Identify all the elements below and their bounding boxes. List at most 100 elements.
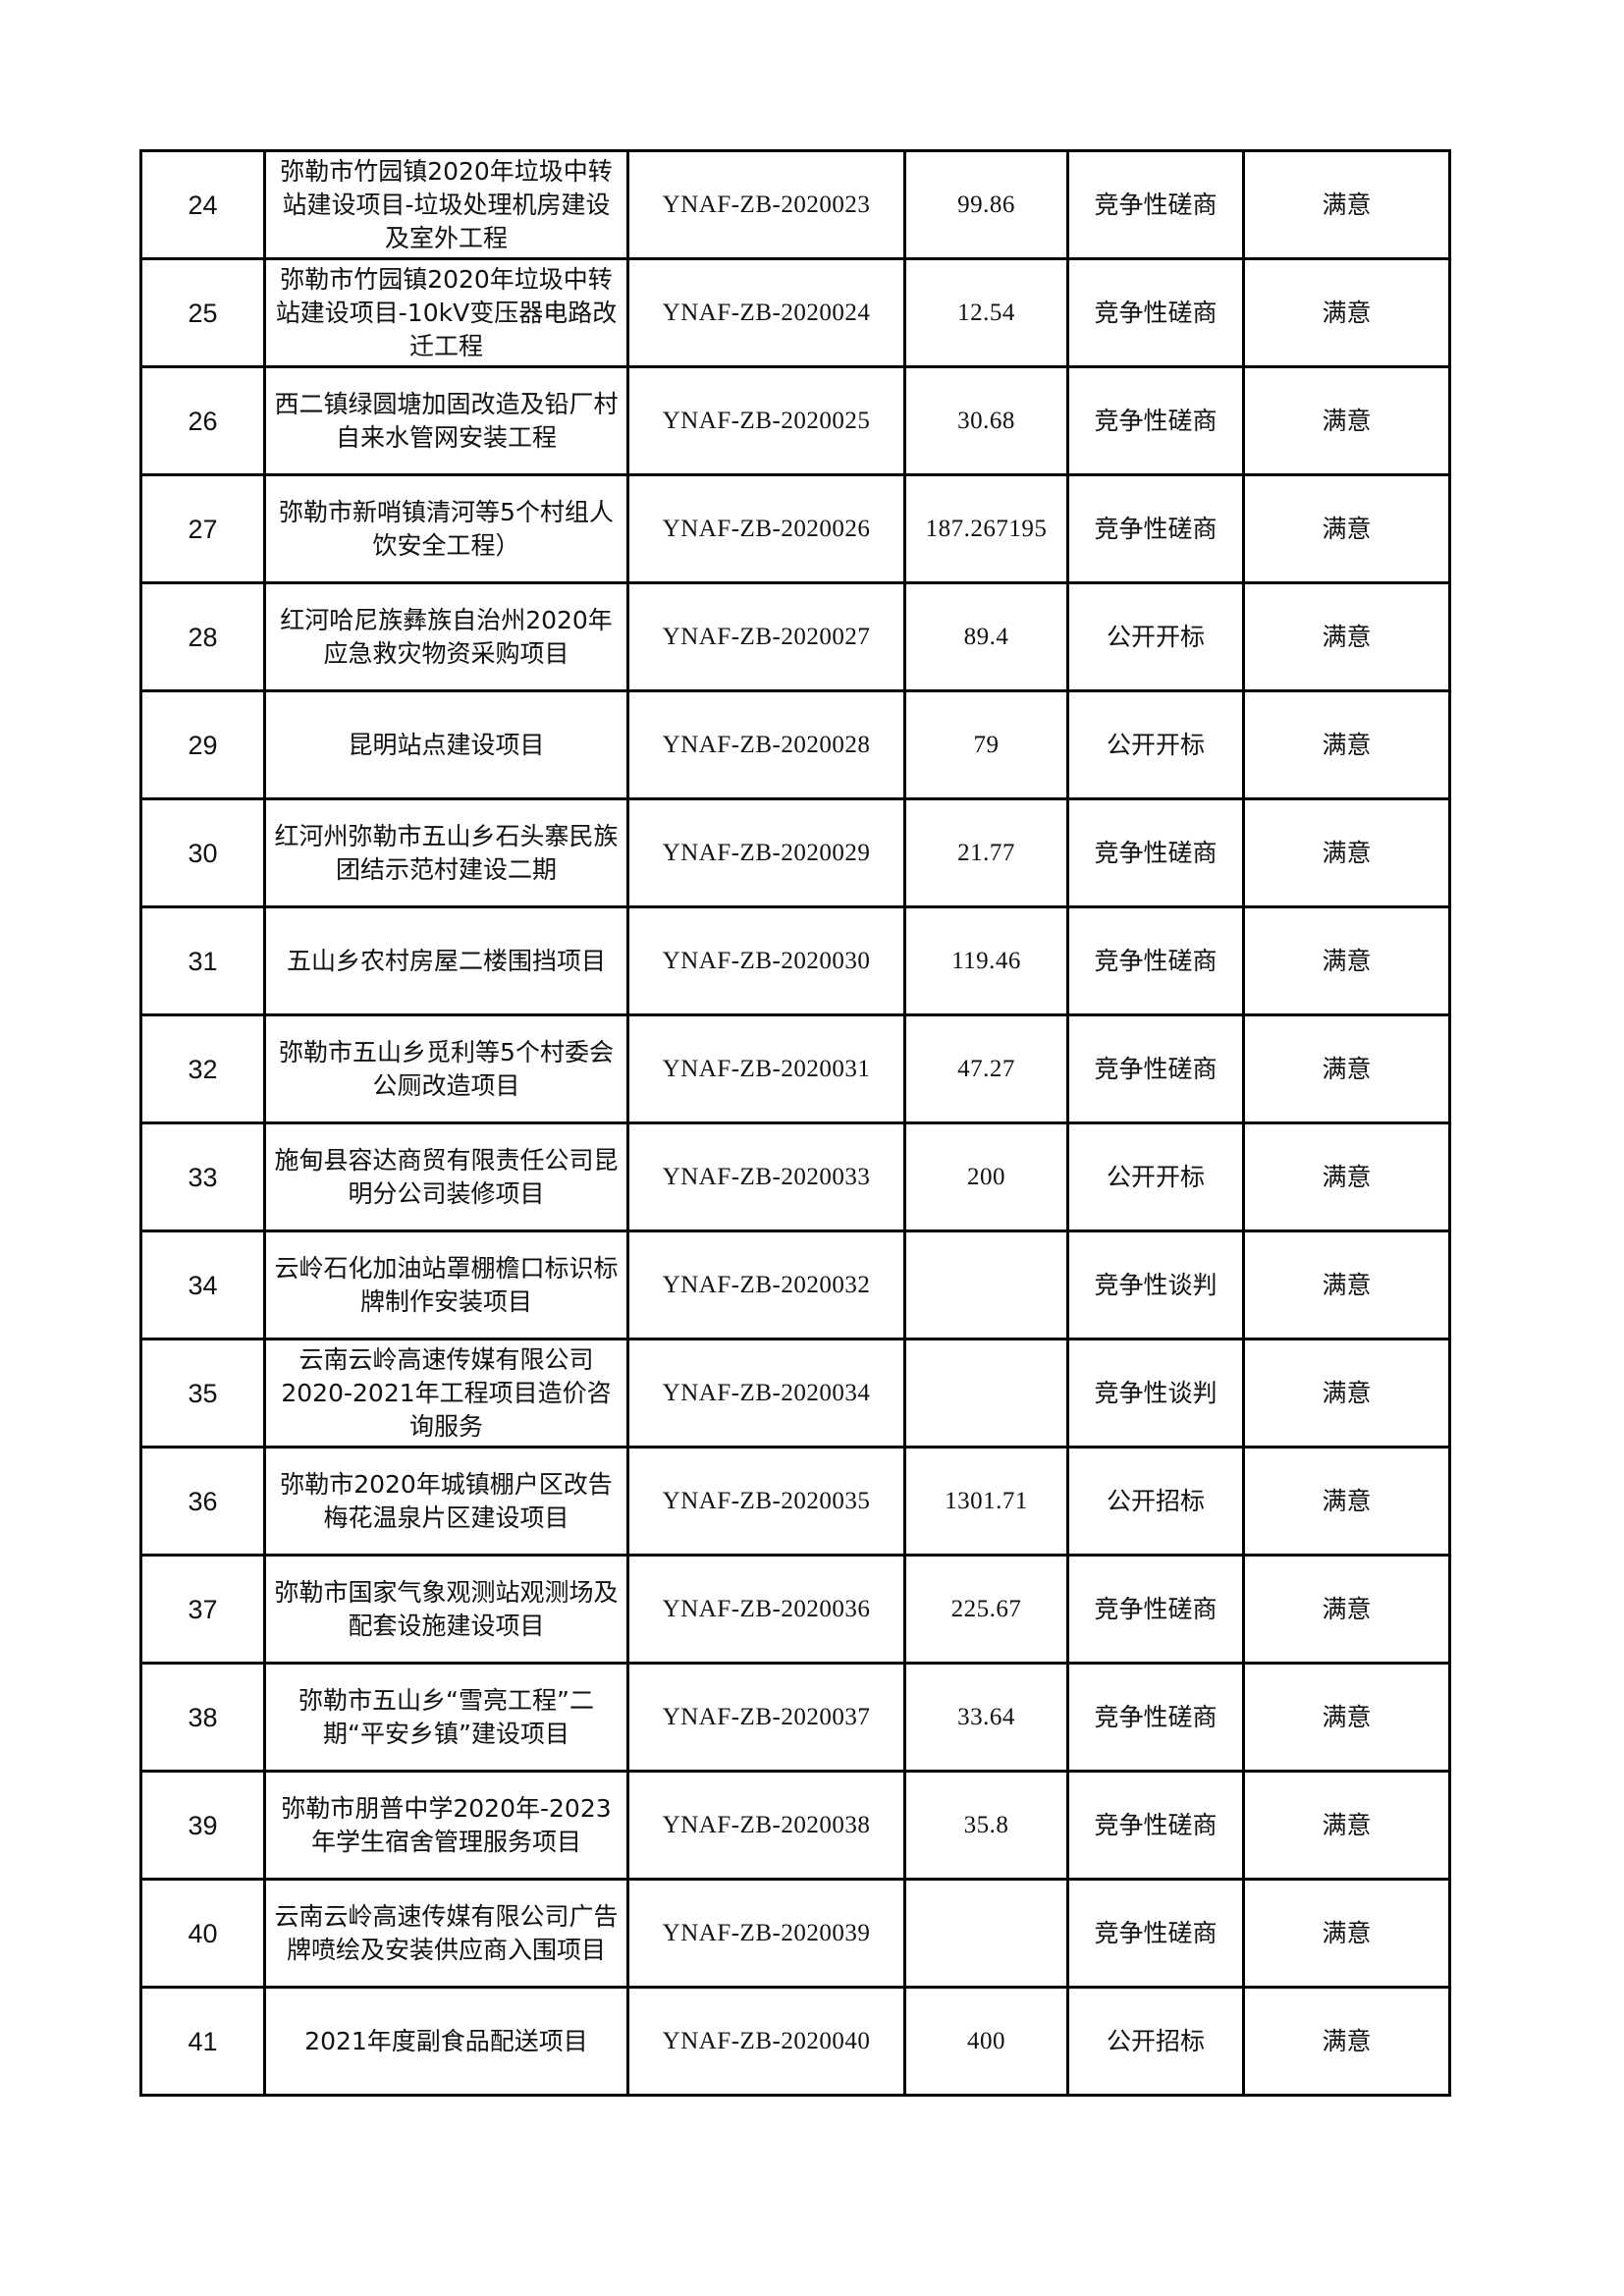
project-name-cell: 施甸县容达商贸有限责任公司昆明分公司装修项目 bbox=[263, 1121, 629, 1232]
table-row: 25 弥勒市竹园镇2020年垃圾中转站建设项目-10kV变压器电路改迁工程 YNAF… bbox=[139, 257, 1451, 368]
row-number-cell: 26 bbox=[139, 365, 266, 476]
row-number-cell: 24 bbox=[139, 149, 266, 260]
project-code-cell: YNAF-ZB-2020026 bbox=[626, 473, 906, 584]
row-number-cell: 38 bbox=[139, 1662, 266, 1773]
project-name-cell: 2021年度副食品配送项目 bbox=[263, 1986, 629, 2097]
procurement-method-cell: 竞争性磋商 bbox=[1066, 905, 1245, 1016]
row-number-cell: 34 bbox=[139, 1230, 266, 1340]
satisfaction-cell: 满意 bbox=[1242, 1770, 1451, 1881]
row-number-cell: 29 bbox=[139, 689, 266, 800]
table-row: 29 昆明站点建设项目 YNAF-ZB-2020028 79 公开开标 满意 bbox=[139, 689, 1451, 800]
table-row: 27 弥勒市新哨镇清河等5个村组人饮安全工程） YNAF-ZB-2020026 187… bbox=[139, 473, 1451, 584]
amount-cell: 33.64 bbox=[903, 1662, 1069, 1773]
satisfaction-cell: 满意 bbox=[1242, 905, 1451, 1016]
procurement-method-cell: 公开招标 bbox=[1066, 1986, 1245, 2097]
table-row: 36 弥勒市2020年城镇棚户区改告梅花温泉片区建设项目 YNAF-ZB-20200… bbox=[139, 1446, 1451, 1557]
amount-cell bbox=[903, 1230, 1069, 1340]
procurement-method-cell: 竞争性磋商 bbox=[1066, 1013, 1245, 1124]
project-code-cell: YNAF-ZB-2020028 bbox=[626, 689, 906, 800]
amount-cell: 79 bbox=[903, 689, 1069, 800]
project-name-cell: 弥勒市竹园镇2020年垃圾中转站建设项目-10kV变压器电路改迁工程 bbox=[263, 257, 629, 368]
project-name-cell: 昆明站点建设项目 bbox=[263, 689, 629, 800]
table-row: 34 云岭石化加油站罩棚檐口标识标牌制作安装项目 YNAF-ZB-2020032 竞争… bbox=[139, 1230, 1451, 1340]
satisfaction-cell: 满意 bbox=[1242, 1230, 1451, 1340]
project-name-cell: 弥勒市五山乡“雪亮工程”二期“平安乡镇”建设项目 bbox=[263, 1662, 629, 1773]
project-name-cell: 弥勒市竹园镇2020年垃圾中转站建设项目-垃圾处理机房建设及室外工程 bbox=[263, 149, 629, 260]
amount-cell: 400 bbox=[903, 1986, 1069, 2097]
project-code-cell: YNAF-ZB-2020032 bbox=[626, 1230, 906, 1340]
amount-cell: 89.4 bbox=[903, 581, 1069, 692]
amount-cell bbox=[903, 1338, 1069, 1449]
table-row: 28 红河哈尼族彝族自治州2020年应急救灾物资采购项目 YNAF-ZB-20200… bbox=[139, 581, 1451, 692]
procurement-method-cell: 竞争性磋商 bbox=[1066, 1554, 1245, 1665]
project-code-cell: YNAF-ZB-2020039 bbox=[626, 1878, 906, 1989]
amount-cell: 1301.71 bbox=[903, 1446, 1069, 1557]
satisfaction-cell: 满意 bbox=[1242, 1878, 1451, 1989]
row-number-cell: 41 bbox=[139, 1986, 266, 2097]
satisfaction-cell: 满意 bbox=[1242, 473, 1451, 584]
amount-cell: 30.68 bbox=[903, 365, 1069, 476]
project-name-cell: 弥勒市朋普中学2020年-2023年学生宿舍管理服务项目 bbox=[263, 1770, 629, 1881]
table-row: 41 2021年度副食品配送项目 YNAF-ZB-2020040 400 公开招标 满意 bbox=[139, 1986, 1451, 2097]
project-code-cell: YNAF-ZB-2020025 bbox=[626, 365, 906, 476]
row-number-cell: 30 bbox=[139, 797, 266, 908]
table-row: 40 云南云岭高速传媒有限公司广告牌喷绘及安装供应商入围项目 YNAF-ZB-202… bbox=[139, 1878, 1451, 1989]
procurement-method-cell: 竞争性谈判 bbox=[1066, 1230, 1245, 1340]
project-name-cell: 弥勒市2020年城镇棚户区改告梅花温泉片区建设项目 bbox=[263, 1446, 629, 1557]
project-code-cell: YNAF-ZB-2020038 bbox=[626, 1770, 906, 1881]
project-code-cell: YNAF-ZB-2020031 bbox=[626, 1013, 906, 1124]
satisfaction-cell: 满意 bbox=[1242, 1446, 1451, 1557]
satisfaction-cell: 满意 bbox=[1242, 1013, 1451, 1124]
project-name-cell: 云南云岭高速传媒有限公司2020-2021年工程项目造价咨询服务 bbox=[263, 1338, 629, 1449]
procurement-method-cell: 竞争性磋商 bbox=[1066, 1770, 1245, 1881]
satisfaction-cell: 满意 bbox=[1242, 257, 1451, 368]
satisfaction-cell: 满意 bbox=[1242, 149, 1451, 260]
table-row: 35 云南云岭高速传媒有限公司2020-2021年工程项目造价咨询服务 YNAF-Z… bbox=[139, 1338, 1451, 1449]
procurement-method-cell: 竞争性磋商 bbox=[1066, 149, 1245, 260]
amount-cell bbox=[903, 1878, 1069, 1989]
project-code-cell: YNAF-ZB-2020040 bbox=[626, 1986, 906, 2097]
projects-table: 24 弥勒市竹园镇2020年垃圾中转站建设项目-垃圾处理机房建设及室外工程 YNAF… bbox=[139, 149, 1451, 2097]
row-number-cell: 31 bbox=[139, 905, 266, 1016]
project-code-cell: YNAF-ZB-2020036 bbox=[626, 1554, 906, 1665]
amount-cell: 21.77 bbox=[903, 797, 1069, 908]
row-number-cell: 39 bbox=[139, 1770, 266, 1881]
amount-cell: 47.27 bbox=[903, 1013, 1069, 1124]
project-name-cell: 弥勒市五山乡觅利等5个村委会公厕改造项目 bbox=[263, 1013, 629, 1124]
table-row: 37 弥勒市国家气象观测站观测场及配套设施建设项目 YNAF-ZB-2020036 2… bbox=[139, 1554, 1451, 1665]
satisfaction-cell: 满意 bbox=[1242, 581, 1451, 692]
amount-cell: 200 bbox=[903, 1121, 1069, 1232]
amount-cell: 187.267195 bbox=[903, 473, 1069, 584]
project-code-cell: YNAF-ZB-2020035 bbox=[626, 1446, 906, 1557]
procurement-method-cell: 竞争性谈判 bbox=[1066, 1338, 1245, 1449]
table-row: 33 施甸县容达商贸有限责任公司昆明分公司装修项目 YNAF-ZB-2020033 2… bbox=[139, 1121, 1451, 1232]
table-row: 26 西二镇绿圆塘加固改造及铅厂村自来水管网安装工程 YNAF-ZB-2020025… bbox=[139, 365, 1451, 476]
procurement-method-cell: 竞争性磋商 bbox=[1066, 1662, 1245, 1773]
project-code-cell: YNAF-ZB-2020029 bbox=[626, 797, 906, 908]
project-name-cell: 弥勒市新哨镇清河等5个村组人饮安全工程） bbox=[263, 473, 629, 584]
project-name-cell: 云岭石化加油站罩棚檐口标识标牌制作安装项目 bbox=[263, 1230, 629, 1340]
amount-cell: 225.67 bbox=[903, 1554, 1069, 1665]
row-number-cell: 33 bbox=[139, 1121, 266, 1232]
satisfaction-cell: 满意 bbox=[1242, 1338, 1451, 1449]
procurement-method-cell: 竞争性磋商 bbox=[1066, 365, 1245, 476]
table-row: 38 弥勒市五山乡“雪亮工程”二期“平安乡镇”建设项目 YNAF-ZB-202003… bbox=[139, 1662, 1451, 1773]
row-number-cell: 37 bbox=[139, 1554, 266, 1665]
satisfaction-cell: 满意 bbox=[1242, 1986, 1451, 2097]
row-number-cell: 35 bbox=[139, 1338, 266, 1449]
table-row: 32 弥勒市五山乡觅利等5个村委会公厕改造项目 YNAF-ZB-2020031 47.… bbox=[139, 1013, 1451, 1124]
project-name-cell: 西二镇绿圆塘加固改造及铅厂村自来水管网安装工程 bbox=[263, 365, 629, 476]
project-name-cell: 弥勒市国家气象观测站观测场及配套设施建设项目 bbox=[263, 1554, 629, 1665]
procurement-method-cell: 公开开标 bbox=[1066, 581, 1245, 692]
row-number-cell: 27 bbox=[139, 473, 266, 584]
table-row: 24 弥勒市竹园镇2020年垃圾中转站建设项目-垃圾处理机房建设及室外工程 YNAF… bbox=[139, 149, 1451, 260]
procurement-method-cell: 竞争性磋商 bbox=[1066, 1878, 1245, 1989]
project-code-cell: YNAF-ZB-2020023 bbox=[626, 149, 906, 260]
satisfaction-cell: 满意 bbox=[1242, 1121, 1451, 1232]
procurement-method-cell: 竞争性磋商 bbox=[1066, 473, 1245, 584]
satisfaction-cell: 满意 bbox=[1242, 689, 1451, 800]
procurement-method-cell: 公开开标 bbox=[1066, 689, 1245, 800]
amount-cell: 119.46 bbox=[903, 905, 1069, 1016]
table-row: 30 红河州弥勒市五山乡石头寨民族团结示范村建设二期 YNAF-ZB-2020029… bbox=[139, 797, 1451, 908]
project-code-cell: YNAF-ZB-2020037 bbox=[626, 1662, 906, 1773]
